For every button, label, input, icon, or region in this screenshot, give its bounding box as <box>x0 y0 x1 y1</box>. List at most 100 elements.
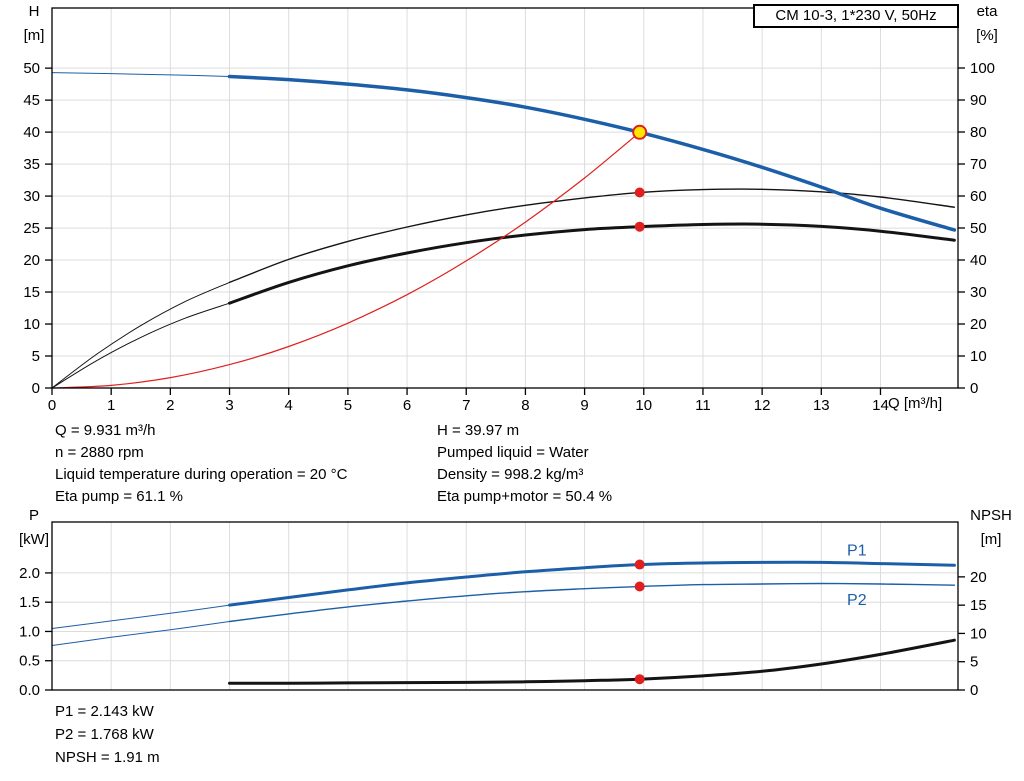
gridlines <box>52 8 958 388</box>
svg-text:6: 6 <box>403 397 411 414</box>
head-curve-min-flow <box>51 72 230 77</box>
y-left-axis-unit: [m] <box>24 27 45 44</box>
svg-text:0.0: 0.0 <box>19 682 40 699</box>
svg-text:40: 40 <box>23 124 40 141</box>
tick-labels: 0.0 0.5 1.0 1.5 2.0 0 5 10 15 20 P [kW] NPSH [m] <box>19 507 1012 699</box>
eta-pump-curve <box>228 188 956 284</box>
svg-text:5: 5 <box>344 397 352 414</box>
npsh-curve <box>228 638 956 685</box>
flow-value: Q = 9.931 m³/h <box>55 422 156 439</box>
eta-pump-motor-min-flow <box>51 302 230 389</box>
svg-text:12: 12 <box>754 397 771 414</box>
eta-pump-min-flow <box>51 281 230 389</box>
svg-text:0: 0 <box>48 397 56 414</box>
liquid-temperature-value: Liquid temperature during operation = 20… <box>55 466 348 483</box>
eta-pump-motor-point <box>634 221 645 232</box>
svg-text:0: 0 <box>32 380 40 397</box>
svg-text:10: 10 <box>970 625 987 642</box>
svg-text:45: 45 <box>23 92 40 109</box>
svg-text:15: 15 <box>23 284 40 301</box>
svg-text:11: 11 <box>695 397 711 414</box>
density-value: Density = 998.2 kg/m³ <box>437 466 584 483</box>
p1-value: P1 = 2.143 kW <box>55 703 154 720</box>
svg-text:8: 8 <box>521 397 529 414</box>
y-right-axis-unit: [m] <box>981 531 1002 548</box>
svg-text:60: 60 <box>970 188 987 205</box>
p1-point <box>634 559 645 570</box>
y-left-axis-label: H <box>29 3 40 20</box>
p1-curve <box>228 560 956 607</box>
svg-text:5: 5 <box>970 654 978 671</box>
p2-point <box>634 581 645 592</box>
qh-eta-chart: 0510152025303540455001020304050607080901… <box>23 3 998 414</box>
svg-text:20: 20 <box>970 316 987 333</box>
svg-text:2: 2 <box>166 397 174 414</box>
svg-text:90: 90 <box>970 92 987 109</box>
svg-text:100: 100 <box>970 60 995 77</box>
plot-frame <box>51 521 959 691</box>
tick-labels: 0510152025303540455001020304050607080901… <box>23 3 998 414</box>
p2-min-flow <box>51 621 230 646</box>
svg-text:1.5: 1.5 <box>19 594 40 611</box>
svg-text:0: 0 <box>970 682 978 699</box>
svg-text:35: 35 <box>23 156 40 173</box>
eta-pump-value: Eta pump = 61.1 % <box>55 488 183 505</box>
svg-text:4: 4 <box>285 397 293 414</box>
series-label-p2: P2 <box>847 592 867 609</box>
svg-text:20: 20 <box>23 252 40 269</box>
y-left-axis-label: P <box>29 507 39 524</box>
plot-frame <box>51 7 959 389</box>
svg-text:80: 80 <box>970 124 987 141</box>
svg-text:2.0: 2.0 <box>19 565 40 582</box>
tick-marks <box>45 67 965 395</box>
power-npsh-chart: 0.0 0.5 1.0 1.5 2.0 0 5 10 15 20 P [kW] NPSH [m] P1 P2 <box>19 507 1012 699</box>
p2-value: P2 = 1.768 kW <box>55 726 154 743</box>
pump-model-box: CM 10-3, 1*230 V, 50Hz <box>753 4 959 28</box>
power-data-column: P1 = 2.143 kW P2 = 1.768 kW NPSH = 1.91 … <box>55 700 160 769</box>
series-label-p1: P1 <box>847 542 867 559</box>
eta-pump-motor-curve <box>228 222 956 305</box>
svg-text:30: 30 <box>23 188 40 205</box>
eta-pump-point <box>634 187 645 198</box>
svg-text:14: 14 <box>872 397 889 414</box>
svg-text:9: 9 <box>580 397 588 414</box>
svg-text:7: 7 <box>462 397 470 414</box>
duty-point <box>632 124 648 140</box>
y-left-axis-unit: [kW] <box>19 531 49 548</box>
svg-text:15: 15 <box>970 597 987 614</box>
pumped-liquid-value: Pumped liquid = Water <box>437 444 589 461</box>
p1-min-flow <box>51 604 230 629</box>
svg-text:40: 40 <box>970 252 987 269</box>
head-value: H = 39.97 m <box>437 422 520 439</box>
head-curve <box>227 74 957 232</box>
y-right-axis-label: eta <box>977 3 999 20</box>
x-axis-label: Q [m³/h] <box>888 395 942 412</box>
speed-value: n = 2880 rpm <box>55 444 144 461</box>
p2-curve <box>228 582 956 623</box>
svg-text:10: 10 <box>970 348 987 365</box>
duty-data-left-column: Q = 9.931 m³/h n = 2880 rpm Liquid tempe… <box>55 420 347 508</box>
npsh-point <box>634 674 645 685</box>
svg-text:0: 0 <box>970 380 978 397</box>
svg-text:20: 20 <box>970 569 987 586</box>
svg-text:70: 70 <box>970 156 987 173</box>
tick-marks <box>45 572 965 691</box>
system-curve <box>51 131 641 389</box>
eta-pump-motor-value: Eta pump+motor = 50.4 % <box>437 488 613 505</box>
svg-text:5: 5 <box>32 348 40 365</box>
y-right-axis-unit: [%] <box>976 27 998 44</box>
svg-text:3: 3 <box>225 397 233 414</box>
svg-text:1.0: 1.0 <box>19 623 40 640</box>
svg-text:25: 25 <box>23 220 40 237</box>
svg-text:50: 50 <box>23 60 40 77</box>
svg-text:13: 13 <box>813 397 830 414</box>
duty-data-right-column: H = 39.97 m Pumped liquid = Water Densit… <box>437 420 612 508</box>
svg-text:0.5: 0.5 <box>19 653 40 670</box>
y-right-axis-label: NPSH <box>970 507 1012 524</box>
svg-text:50: 50 <box>970 220 987 237</box>
svg-text:10: 10 <box>635 397 652 414</box>
svg-text:10: 10 <box>23 316 40 333</box>
npsh-value: NPSH = 1.91 m <box>55 749 160 766</box>
svg-text:30: 30 <box>970 284 987 301</box>
